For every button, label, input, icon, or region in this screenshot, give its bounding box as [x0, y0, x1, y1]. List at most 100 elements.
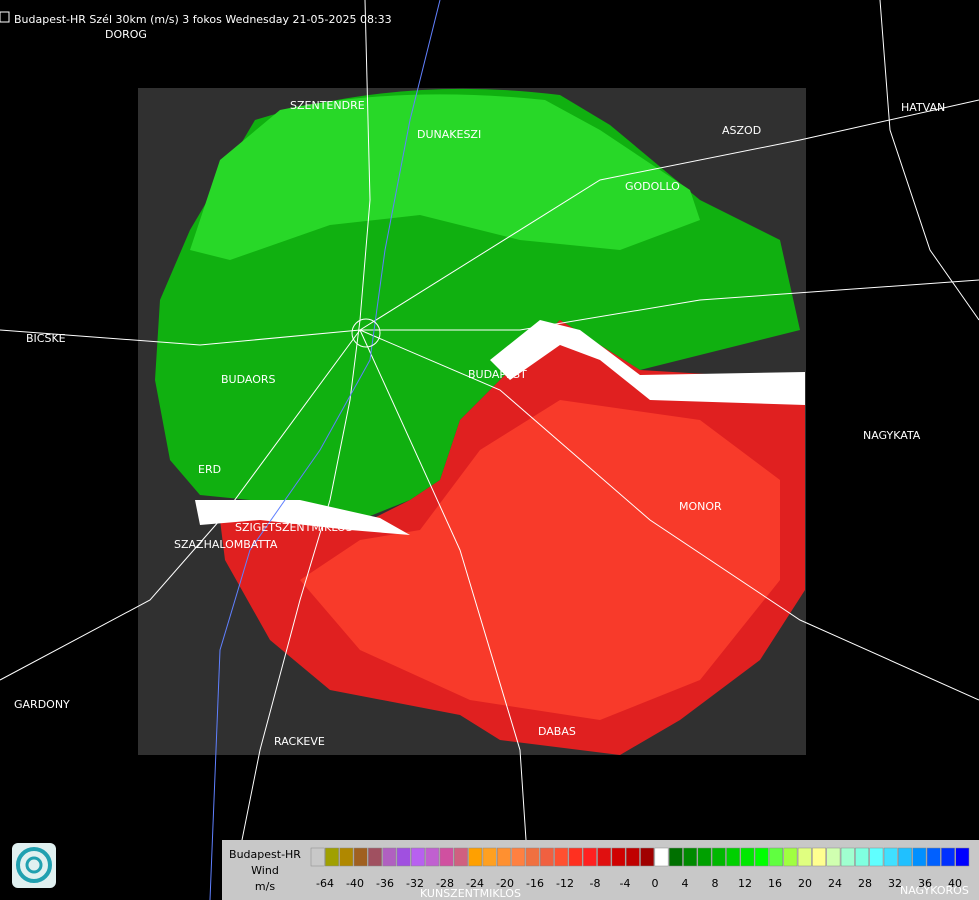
- legend-swatch: [439, 847, 454, 867]
- legend-swatch: [310, 847, 325, 867]
- legend-swatch: [683, 847, 698, 867]
- legend-swatch: [368, 847, 382, 867]
- legend-swatch: [668, 847, 683, 867]
- legend-tick-label: 12: [738, 877, 752, 890]
- legend-swatch: [597, 847, 612, 867]
- legend-swatch: [740, 847, 755, 867]
- place-label: RACKEVE: [274, 735, 325, 748]
- legend-tick-label: -12: [556, 877, 574, 890]
- place-label: NAGYKATA: [863, 429, 921, 442]
- legend-tick-label: 32: [888, 877, 902, 890]
- legend-swatch: [582, 847, 597, 867]
- legend-swatch: [396, 847, 411, 867]
- place-label: HATVAN: [901, 101, 945, 114]
- title: Budapest-HR Szél 30km (m/s) 3 fokos Wedn…: [14, 13, 392, 26]
- legend-swatch: [611, 847, 626, 867]
- place-label: BUDAPEST: [468, 368, 527, 381]
- legend-swatch: [711, 847, 726, 867]
- place-label: KUNSZENTMIKLOS: [420, 887, 521, 900]
- legend-tick-label: -40: [346, 877, 364, 890]
- legend-tick-label: -32: [406, 877, 424, 890]
- legend-swatch: [769, 847, 784, 867]
- legend-tick-label: 4: [682, 877, 689, 890]
- place-label: ERD: [198, 463, 221, 476]
- legend-swatch: [840, 847, 855, 867]
- legend-swatch: [726, 847, 741, 867]
- legend-swatch: [912, 847, 927, 867]
- legend-tick-label: -64: [316, 877, 334, 890]
- legend-swatch: [353, 847, 368, 867]
- legend-station: Budapest-HR: [229, 848, 301, 861]
- zero-band: [195, 500, 410, 535]
- legend-swatch: [554, 847, 569, 867]
- legend-swatch: [697, 847, 712, 867]
- legend-swatch: [869, 847, 884, 867]
- place-label: ASZOD: [722, 124, 761, 137]
- place-label: SZENTENDRE: [290, 99, 365, 112]
- legend-tick-label: -16: [526, 877, 544, 890]
- legend-unit: m/s: [255, 880, 275, 893]
- place-label: DOROG: [105, 28, 147, 41]
- legend-swatch: [812, 847, 826, 867]
- legend-swatch: [496, 847, 511, 867]
- zero-band: [490, 320, 805, 405]
- legend-swatch: [941, 847, 955, 867]
- legend-swatch: [926, 847, 941, 867]
- legend-swatch: [625, 847, 640, 867]
- place-label: NAGYKOROS: [900, 884, 969, 897]
- legend-swatch: [797, 847, 812, 867]
- place-label: SZAZHALOMBATTA: [174, 538, 278, 551]
- place-label: BUDAORS: [221, 373, 276, 386]
- legend-swatch: [482, 847, 497, 867]
- legend-tick-label: 8: [712, 877, 719, 890]
- legend-tick-label: 36: [918, 877, 932, 890]
- legend-swatch: [511, 847, 526, 867]
- legend-swatch: [382, 847, 397, 867]
- red-echo-light: [300, 400, 780, 720]
- legend-swatch: [468, 847, 483, 867]
- legend-swatch: [454, 847, 468, 867]
- logo: [12, 843, 56, 888]
- legend-swatch: [525, 847, 540, 867]
- legend-tick-label: -36: [376, 877, 394, 890]
- legend-tick-label: 24: [828, 877, 842, 890]
- legend-tick-label: -28: [436, 877, 454, 890]
- legend-tick-label: -4: [620, 877, 631, 890]
- legend-tick-label: -20: [496, 877, 514, 890]
- place-label: BICSKE: [26, 332, 66, 345]
- legend-tick-label: -8: [590, 877, 601, 890]
- place-label: SZIGETSZENTMIKLOS: [235, 521, 353, 534]
- menu-icon[interactable]: [0, 11, 10, 23]
- legend-swatch: [568, 847, 583, 867]
- place-label: DABAS: [538, 725, 576, 738]
- legend-swatch: [898, 847, 912, 867]
- legend-tick-label: 40: [948, 877, 962, 890]
- green-echo-light: [190, 94, 700, 260]
- legend-swatch: [654, 847, 669, 867]
- place-label: GODOLLO: [625, 180, 680, 193]
- legend-swatch: [955, 847, 970, 867]
- legend-swatch: [339, 847, 354, 867]
- legend-swatch: [783, 847, 798, 867]
- place-label: GARDONY: [14, 698, 70, 711]
- legend-swatch: [411, 847, 425, 867]
- place-label: MONOR: [679, 500, 722, 513]
- legend-swatch: [325, 847, 339, 867]
- city-ring: [351, 318, 381, 348]
- legend-tick-label: 16: [768, 877, 782, 890]
- legend-swatch: [883, 847, 898, 867]
- legend-swatch: [826, 847, 841, 867]
- legend-swatch: [640, 847, 655, 867]
- legend-tick-label: 20: [798, 877, 812, 890]
- legend-quantity: Wind: [251, 864, 279, 877]
- legend-tick-label: -24: [466, 877, 484, 890]
- legend-swatch: [754, 847, 769, 867]
- legend-swatch: [539, 847, 554, 867]
- legend-swatch: [425, 847, 440, 867]
- legend-swatch: [855, 847, 869, 867]
- legend-tick-label: 28: [858, 877, 872, 890]
- river: [209, 0, 441, 900]
